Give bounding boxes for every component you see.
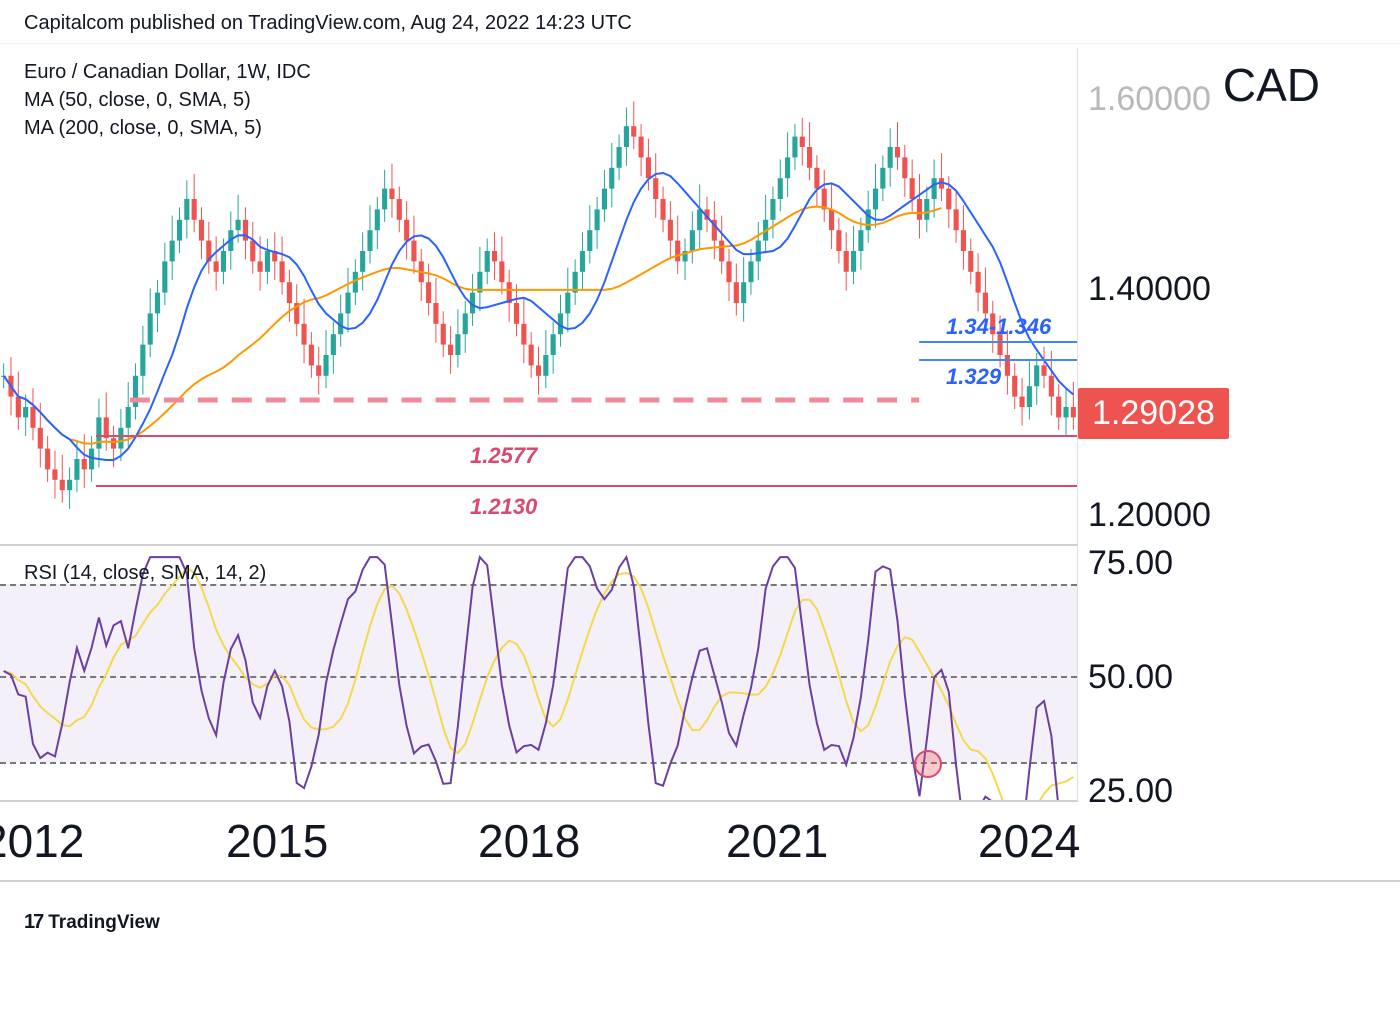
annotation-support-2: 1.2130	[470, 494, 537, 520]
price-tick: 1.20000	[1088, 496, 1211, 535]
tradingview-logo-icon: 17	[24, 911, 42, 934]
price-tick: 1.40000	[1088, 270, 1211, 309]
rsi-oversold-marker	[914, 750, 942, 778]
year-label: 2012	[0, 814, 84, 868]
footer-brand: 17 TradingView	[24, 911, 160, 934]
publisher-text: Capitalcom published on TradingView.com,…	[24, 12, 632, 34]
rsi-axis: 75.00 50.00 25.00	[1078, 544, 1400, 802]
rsi-tick: 50.00	[1088, 658, 1173, 697]
year-label: 2024	[978, 814, 1080, 868]
ma50-label: MA (50, close, 0, SMA, 5)	[24, 86, 311, 114]
rsi-label: RSI (14, close, SMA, 14, 2)	[24, 562, 266, 585]
year-label: 2018	[478, 814, 580, 868]
annotation-resistance-range: 1.34-1.346	[946, 314, 1051, 340]
symbol-label: Euro / Canadian Dollar, 1W, IDC	[24, 58, 311, 86]
price-chart-panel[interactable]: Euro / Canadian Dollar, 1W, IDC MA (50, …	[0, 48, 1078, 544]
price-axis: CAD 1.60000 1.40000 1.20000 1.29028	[1078, 48, 1400, 544]
rsi-panel[interactable]: RSI (14, close, SMA, 14, 2)	[0, 544, 1078, 802]
year-label: 2015	[226, 814, 328, 868]
annotation-resistance-level: 1.329	[946, 364, 1001, 390]
chart-info-block: Euro / Canadian Dollar, 1W, IDC MA (50, …	[24, 58, 311, 142]
year-label: 2021	[726, 814, 828, 868]
annotation-support-1: 1.2577	[470, 443, 537, 469]
price-tick: 1.60000	[1088, 80, 1211, 119]
publisher-header: Capitalcom published on TradingView.com,…	[0, 0, 1400, 44]
currency-label: CAD	[1223, 58, 1320, 112]
current-price-tag: 1.29028	[1078, 388, 1229, 439]
rsi-tick: 75.00	[1088, 544, 1173, 583]
time-axis: 2012 2015 2018 2021 2024	[0, 802, 1400, 882]
ma200-label: MA (200, close, 0, SMA, 5)	[24, 114, 311, 142]
brand-name: TradingView	[48, 912, 160, 934]
